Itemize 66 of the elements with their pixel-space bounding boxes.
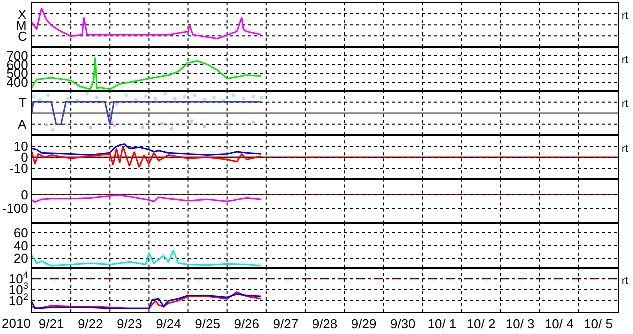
point <box>160 122 164 126</box>
line-series <box>32 56 262 90</box>
point <box>227 123 230 126</box>
text: rt <box>622 276 628 287</box>
point <box>124 94 128 97</box>
point <box>52 128 55 132</box>
point <box>115 102 118 106</box>
point <box>193 94 196 97</box>
x-tick-label: 10/ 3 <box>506 316 535 332</box>
x-tick-label: 9/28 <box>312 316 338 332</box>
y-axis-title: T A <box>18 95 27 132</box>
line-series <box>32 146 262 168</box>
x-tick-label: 9/22 <box>78 316 104 332</box>
point <box>174 97 177 100</box>
x-tick-label: 9/25 <box>195 316 220 332</box>
point <box>66 97 70 100</box>
x-tick-label: 9/26 <box>234 316 260 332</box>
point <box>32 94 36 98</box>
point <box>190 120 194 123</box>
x-axis-title: 2010 <box>2 316 31 331</box>
point <box>144 94 148 98</box>
y-tick-label: -10 <box>10 161 28 176</box>
y-tick-label: 0 <box>21 187 28 202</box>
x-tick-label: 10/ 1 <box>428 316 457 332</box>
line-series <box>32 144 262 156</box>
x-tick-label: 10/ 4 <box>544 316 574 332</box>
point <box>164 92 167 96</box>
point <box>260 96 264 100</box>
x-tick-label: 10/ 5 <box>584 316 613 332</box>
text: rt <box>622 55 628 66</box>
point <box>203 125 206 128</box>
y-tick-label: -100 <box>2 201 28 216</box>
y-tick-label: 20 <box>14 250 28 266</box>
x-tick-label: 9/30 <box>390 316 416 332</box>
point <box>252 94 255 98</box>
point <box>46 94 50 97</box>
x-tick-label: 9/29 <box>351 316 377 332</box>
point <box>154 97 158 100</box>
x-tick-label: 9/24 <box>156 316 182 332</box>
point <box>232 94 236 97</box>
text: rt <box>622 11 628 22</box>
point <box>212 96 216 100</box>
point <box>45 123 48 126</box>
point <box>86 92 89 96</box>
y-tick-label: 60 <box>14 226 28 241</box>
point <box>184 94 187 98</box>
point <box>242 97 246 100</box>
point <box>114 124 117 128</box>
text: rt <box>622 99 628 110</box>
x-tick-label: 9/27 <box>273 316 299 332</box>
line-series <box>32 194 262 204</box>
point <box>96 96 99 100</box>
point <box>38 98 42 102</box>
point <box>170 128 174 131</box>
point <box>203 98 206 102</box>
point <box>141 126 144 130</box>
point <box>252 120 255 124</box>
x-tick-label: 9/23 <box>117 316 142 332</box>
y-axis-title: X M C <box>16 7 28 44</box>
point <box>134 98 138 102</box>
text: rt <box>622 144 628 155</box>
point <box>89 126 92 130</box>
x-tick-label: 9/21 <box>38 316 64 332</box>
y-tick-label: 40 <box>14 238 28 254</box>
line-series <box>32 250 262 267</box>
x-tick-label: 10/ 2 <box>466 316 496 332</box>
